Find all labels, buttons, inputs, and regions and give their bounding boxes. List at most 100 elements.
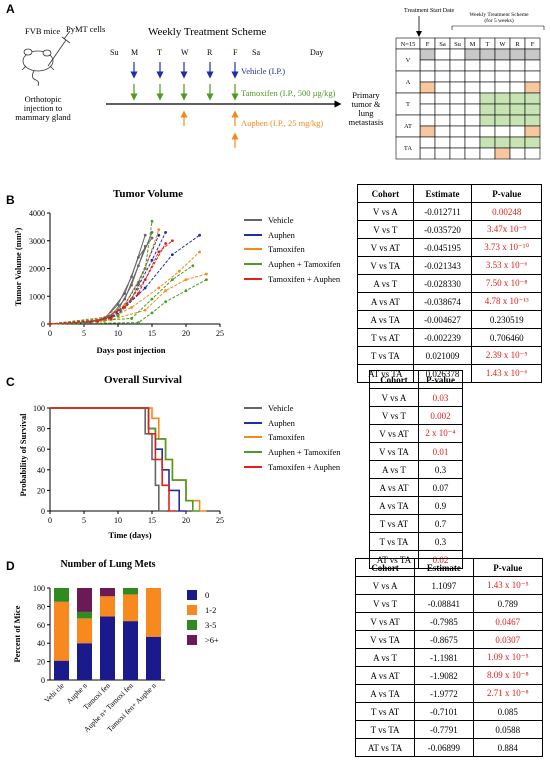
- schedule-row-label: V: [406, 57, 411, 64]
- tumor-volume-x-tick-label: 10: [114, 329, 122, 338]
- lung-mets-table-cell-estimate: -1.1981: [414, 648, 474, 667]
- survival-legend-label: Tamoxifen + Auphen: [268, 461, 341, 472]
- tumor-volume-point: [150, 258, 154, 262]
- auphen-label: Auphen (I.P., 25 mg/kg): [241, 118, 324, 128]
- tumor-volume-point: [109, 317, 113, 320]
- lung-mets-bar-segment: [100, 616, 115, 680]
- tumor-volume-point: [96, 319, 99, 323]
- tumor-volume-point: [177, 269, 181, 273]
- tumor-volume-table-row: A vs T -0.028330 7.50 x 10⁻⁸: [357, 274, 542, 293]
- tumor-volume-point: [137, 321, 140, 325]
- tumor-volume-point: [191, 264, 195, 268]
- lung-mets-table-cell-cohort: T vs AT: [354, 702, 416, 721]
- survival-x-tick-label: 15: [148, 516, 156, 525]
- survival-stats-table: Cohort P-value V vs A 0.03 V vs T 0.002 V vs A…: [369, 370, 464, 569]
- survival-x-tick-label: 20: [182, 516, 190, 525]
- outcome-line-2: tumor &: [351, 99, 381, 109]
- lung-mets-bar-segment: [54, 660, 69, 680]
- lung-mets-table-cell-estimate: -1.9082: [414, 666, 474, 685]
- tumor-volume-point: [164, 300, 168, 304]
- survival-table-row: A vs AT 0.07: [369, 478, 464, 497]
- lung-mets-y-tick-label: 20: [37, 658, 45, 667]
- tumor-volume-point: [143, 267, 147, 270]
- lung-mets-table-cell-cohort: V vs AT: [354, 612, 416, 631]
- survival-legend-item: Tamoxifen + Auphen: [244, 459, 341, 474]
- lung-mets-table-cell-p: 0.0307: [472, 630, 544, 649]
- lung-mets-table-cell-cohort: V vs T: [354, 594, 416, 613]
- lung-mets-table-cell-estimate: -1.9772: [414, 684, 474, 703]
- treatment-start-label: Treatment Start Date: [404, 8, 455, 14]
- tumor-volume-legend-swatch: [244, 263, 262, 266]
- lung-mets-bar-segment: [123, 621, 138, 680]
- weekly-scheme-label: Weekly Treatment Scheme (for 5 weeks): [454, 12, 544, 24]
- tumor-volume-point: [143, 308, 147, 312]
- survival-legend-swatch: [244, 451, 262, 454]
- lung-mets-legend-swatch: [187, 634, 197, 645]
- lung-mets-stats-table: Cohort Estimate P-value V vs A 1.1097 1.43 x …: [354, 558, 544, 757]
- survival-legend: Vehicle Auphen Tamoxifen Auphen + Tamoxifen…: [244, 401, 341, 474]
- day-header-su: Su: [110, 48, 119, 57]
- schedule-table: N=15 F Sa Su M T W R F V A T AT TA: [395, 37, 541, 165]
- survival-table-row: A vs T 0.3: [369, 460, 464, 479]
- lung-mets-bar-segment: [54, 601, 69, 661]
- outcome-line-3: lung: [358, 108, 374, 118]
- tumor-volume-point: [157, 228, 161, 232]
- lung-mets-table-cell-estimate: -0.7985: [414, 612, 474, 631]
- survival-x-tick-label: 5: [82, 516, 86, 525]
- injection-line-2: injection to: [23, 103, 63, 113]
- survival-legend-label: Tamoxifen: [268, 432, 305, 443]
- weekly-scheme-line-2: (for 5 weeks): [484, 18, 514, 24]
- outcome-label: Primary tumor & lung metastasis: [345, 91, 387, 127]
- lung-mets-bar-segment: [77, 611, 92, 619]
- survival-x-tick-label: 25: [216, 516, 224, 525]
- survival-legend-item: Vehicle: [244, 401, 341, 416]
- tumor-volume-point: [143, 233, 147, 237]
- lung-mets-table-cell-estimate: -0.06899: [414, 738, 474, 757]
- tumor-volume-point: [171, 278, 174, 281]
- lung-mets-bar-segment: [123, 594, 138, 622]
- lung-mets-table-header-cell: Cohort: [354, 558, 416, 577]
- day-header-r: R: [207, 48, 213, 57]
- tumor-volume-y-tick-label: 0: [41, 320, 45, 329]
- lung-mets-y-tick-label: 80: [37, 602, 45, 611]
- lung-mets-table-row: V vs TA -0.8675 0.0307: [354, 630, 544, 649]
- lung-mets-bar-segment: [100, 596, 115, 617]
- tumor-volume-legend-item: Vehicle: [244, 213, 341, 228]
- tumor-volume-point: [150, 311, 154, 315]
- lung-mets-y-tick-label: 40: [37, 639, 45, 648]
- lung-mets-table-cell-cohort: AT vs TA: [354, 738, 416, 757]
- lung-mets-table-cell-p: 0.884: [472, 738, 544, 757]
- tumor-volume-table-row: T vs TA 0.021009 2.39 x 10⁻⁵: [357, 346, 542, 365]
- tumor-volume-legend-swatch: [244, 219, 262, 222]
- lung-mets-table-cell-cohort: A vs AT: [354, 666, 416, 685]
- survival-xlabel: Time (days): [108, 530, 152, 540]
- tumor-volume-point: [157, 286, 161, 290]
- tumor-volume-xlabel: Days post injection: [96, 345, 166, 355]
- schedule-row-label: AT: [404, 123, 412, 130]
- tumor-volume-point: [157, 250, 161, 254]
- lung-mets-table-row: V vs AT -0.7985 0.0467: [354, 612, 544, 631]
- tumor-volume-series-line: [49, 279, 207, 325]
- tumor-volume-point: [123, 297, 127, 301]
- lung-mets-bar-segment: [77, 643, 92, 680]
- survival-legend-label: Auphen: [268, 417, 295, 428]
- lung-mets-table-cell-estimate: -0.8675: [414, 630, 474, 649]
- day-header-w: W: [181, 48, 189, 57]
- survival-legend-swatch: [244, 421, 262, 424]
- lung-mets-ylabel: Percent of Mice: [12, 605, 22, 663]
- tumor-volume-series-line: [49, 240, 173, 325]
- tumor-volume-point: [116, 303, 120, 306]
- survival-table-row: A vs TA 0.9: [369, 496, 464, 515]
- tumor-volume-point: [137, 292, 140, 295]
- tumor-volume-point: [123, 303, 127, 306]
- tumor-volume-legend-label: Auphen + Tamoxifen: [268, 259, 341, 270]
- lung-mets-table-cell-p: 1.09 x 10⁻⁵: [472, 648, 544, 667]
- schedule-row-label: TA: [404, 145, 412, 152]
- schedule-header-text: T: [486, 41, 490, 48]
- lung-mets-legend-swatch: [187, 589, 197, 600]
- survival-y-tick-label: 100: [33, 404, 45, 413]
